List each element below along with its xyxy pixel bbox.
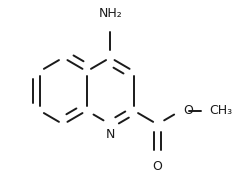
Text: O: O: [183, 104, 193, 117]
Text: N: N: [106, 128, 115, 141]
Text: NH₂: NH₂: [98, 7, 122, 20]
Text: CH₃: CH₃: [210, 104, 233, 117]
Text: O: O: [152, 160, 162, 173]
